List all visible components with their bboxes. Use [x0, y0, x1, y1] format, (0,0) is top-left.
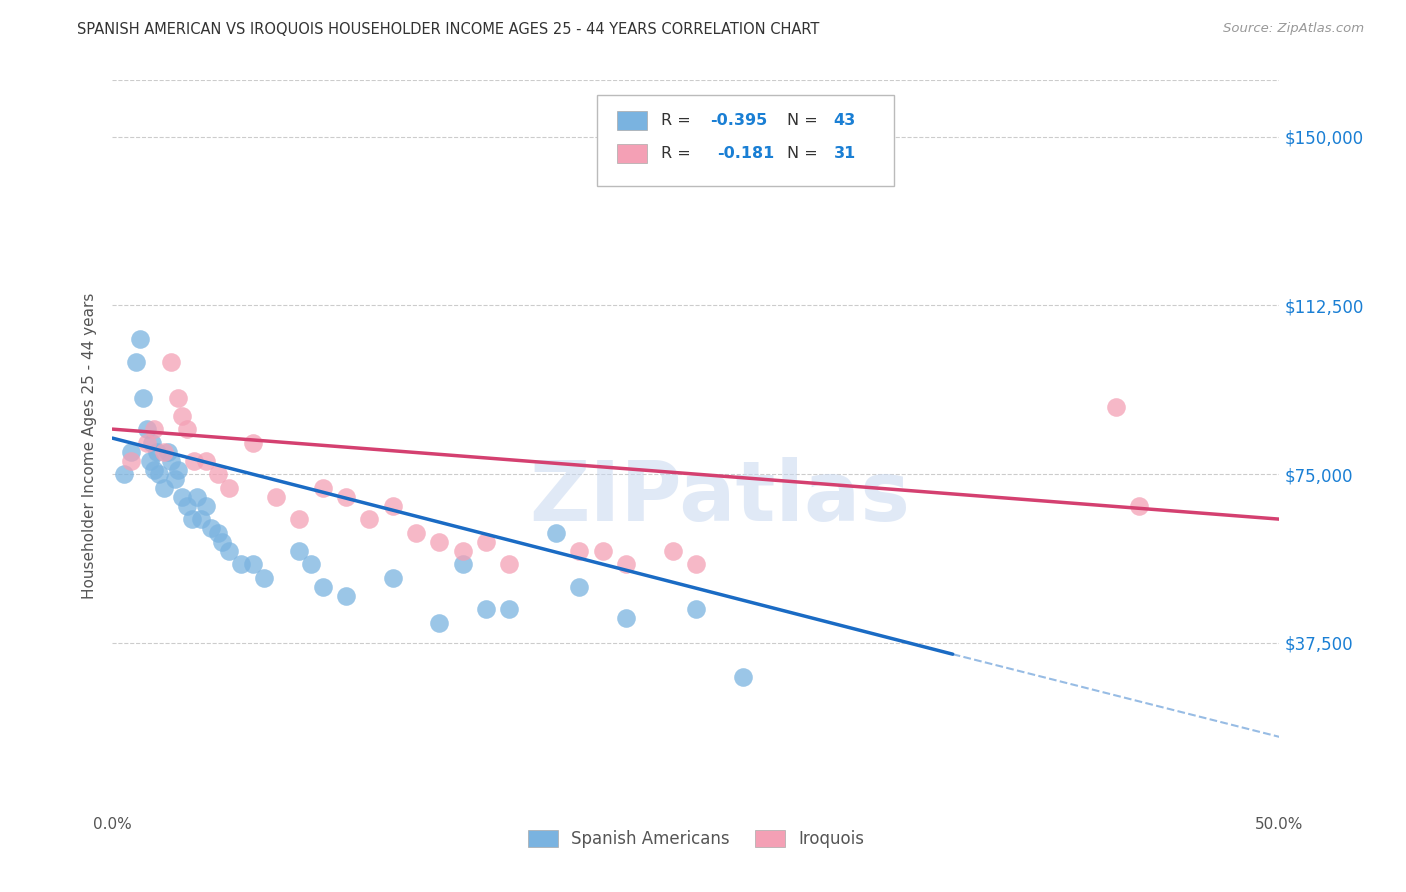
Point — [498, 557, 520, 571]
Point — [120, 444, 142, 458]
Point — [211, 534, 233, 549]
Point — [568, 543, 591, 558]
Text: 43: 43 — [834, 113, 856, 128]
Point — [153, 444, 176, 458]
Text: N =: N = — [787, 146, 828, 161]
Point — [186, 490, 208, 504]
Point — [120, 453, 142, 467]
Point — [190, 512, 212, 526]
Point — [614, 611, 637, 625]
Point — [143, 422, 166, 436]
Point — [544, 525, 567, 540]
Point — [288, 512, 311, 526]
Point — [614, 557, 637, 571]
Point — [229, 557, 252, 571]
Point — [172, 409, 194, 423]
Point — [129, 332, 152, 346]
Point — [153, 481, 176, 495]
Point — [359, 512, 381, 526]
Point — [685, 557, 707, 571]
Point — [242, 435, 264, 450]
Point — [299, 557, 322, 571]
Point — [183, 453, 205, 467]
Point — [194, 499, 217, 513]
Point — [335, 490, 357, 504]
Point — [253, 571, 276, 585]
Point — [165, 472, 187, 486]
Point — [180, 512, 202, 526]
Point — [475, 602, 498, 616]
Point — [141, 435, 163, 450]
Point — [166, 462, 188, 476]
Legend: Spanish Americans, Iroquois: Spanish Americans, Iroquois — [522, 823, 870, 855]
Point — [685, 602, 707, 616]
Bar — [617, 144, 647, 163]
Point — [172, 490, 194, 504]
Point — [264, 490, 287, 504]
Y-axis label: Householder Income Ages 25 - 44 years: Householder Income Ages 25 - 44 years — [82, 293, 97, 599]
Text: R =: R = — [661, 146, 702, 161]
Point — [132, 391, 155, 405]
Point — [146, 444, 169, 458]
Point — [451, 557, 474, 571]
Point — [731, 670, 754, 684]
Point — [427, 615, 450, 630]
Point — [427, 534, 450, 549]
Point — [381, 499, 404, 513]
Point — [405, 525, 427, 540]
Point — [166, 391, 188, 405]
Text: SPANISH AMERICAN VS IROQUOIS HOUSEHOLDER INCOME AGES 25 - 44 YEARS CORRELATION C: SPANISH AMERICAN VS IROQUOIS HOUSEHOLDER… — [77, 22, 820, 37]
Point — [1105, 400, 1128, 414]
Point — [160, 354, 183, 368]
Text: Source: ZipAtlas.com: Source: ZipAtlas.com — [1223, 22, 1364, 36]
Text: ZIPatlas: ZIPatlas — [529, 457, 910, 538]
Point — [160, 453, 183, 467]
Text: -0.395: -0.395 — [710, 113, 768, 128]
Point — [125, 354, 148, 368]
Point — [207, 467, 229, 482]
Point — [136, 435, 159, 450]
Point — [311, 580, 333, 594]
Point — [218, 481, 240, 495]
Text: 31: 31 — [834, 146, 856, 161]
Point — [451, 543, 474, 558]
Point — [176, 499, 198, 513]
Point — [218, 543, 240, 558]
Point — [207, 525, 229, 540]
Point — [335, 589, 357, 603]
Point — [288, 543, 311, 558]
Text: N =: N = — [787, 113, 823, 128]
Point — [498, 602, 520, 616]
Point — [592, 543, 614, 558]
Point — [143, 462, 166, 476]
Point — [194, 453, 217, 467]
Point — [148, 467, 170, 482]
Point — [661, 543, 683, 558]
Text: R =: R = — [661, 113, 696, 128]
Point — [242, 557, 264, 571]
Point — [139, 453, 162, 467]
Point — [136, 422, 159, 436]
Point — [112, 467, 135, 482]
Point — [157, 444, 180, 458]
Point — [311, 481, 333, 495]
Point — [475, 534, 498, 549]
Bar — [617, 111, 647, 130]
Point — [1128, 499, 1150, 513]
Point — [568, 580, 591, 594]
Point — [200, 521, 222, 535]
FancyBboxPatch shape — [596, 95, 894, 186]
Point — [176, 422, 198, 436]
Point — [381, 571, 404, 585]
Text: -0.181: -0.181 — [717, 146, 775, 161]
